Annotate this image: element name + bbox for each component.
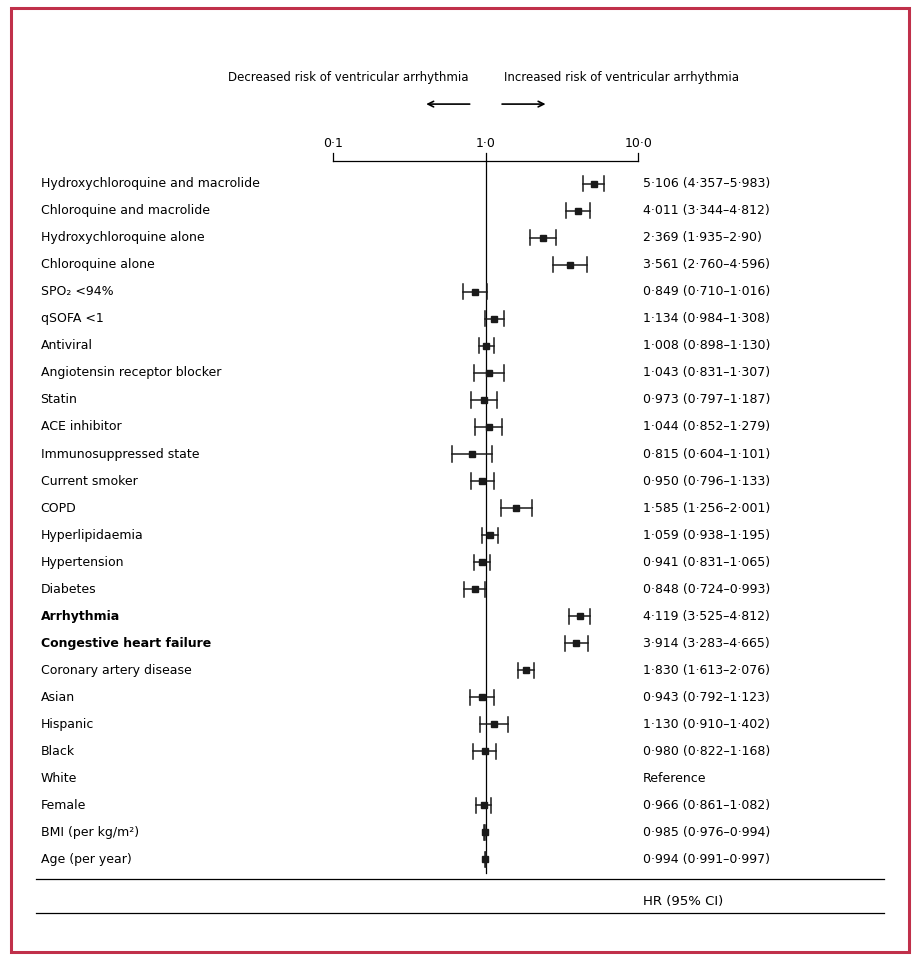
- Text: BMI (per kg/m²): BMI (per kg/m²): [40, 826, 139, 839]
- Text: 0·994 (0·991–0·997): 0·994 (0·991–0·997): [642, 852, 769, 866]
- Text: 5·106 (4·357–5·983): 5·106 (4·357–5·983): [642, 178, 769, 190]
- Text: 2·369 (1·935–2·90): 2·369 (1·935–2·90): [642, 231, 761, 245]
- Text: 0·973 (0·797–1·187): 0·973 (0·797–1·187): [642, 394, 769, 406]
- Text: 0·966 (0·861–1·082): 0·966 (0·861–1·082): [642, 799, 769, 812]
- Text: 0·849 (0·710–1·016): 0·849 (0·710–1·016): [642, 285, 769, 299]
- Text: 1·044 (0·852–1·279): 1·044 (0·852–1·279): [642, 420, 769, 434]
- Text: 10·0: 10·0: [624, 137, 652, 150]
- Text: Diabetes: Diabetes: [40, 583, 96, 595]
- Text: Increased risk of ventricular arrhythmia: Increased risk of ventricular arrhythmia: [504, 71, 738, 84]
- Text: Congestive heart failure: Congestive heart failure: [40, 636, 210, 650]
- Text: 1·830 (1·613–2·076): 1·830 (1·613–2·076): [642, 663, 769, 677]
- Text: 0·848 (0·724–0·993): 0·848 (0·724–0·993): [642, 583, 769, 595]
- Text: Decreased risk of ventricular arrhythmia: Decreased risk of ventricular arrhythmia: [227, 71, 468, 84]
- Text: 4·119 (3·525–4·812): 4·119 (3·525–4·812): [642, 610, 769, 623]
- Text: 3·561 (2·760–4·596): 3·561 (2·760–4·596): [642, 258, 769, 272]
- Text: 0·943 (0·792–1·123): 0·943 (0·792–1·123): [642, 690, 769, 704]
- Text: White: White: [40, 772, 77, 784]
- Text: Reference: Reference: [642, 772, 706, 784]
- Text: Chloroquine alone: Chloroquine alone: [40, 258, 154, 272]
- Text: Coronary artery disease: Coronary artery disease: [40, 663, 191, 677]
- Text: 1·059 (0·938–1·195): 1·059 (0·938–1·195): [642, 529, 769, 541]
- Text: 0·980 (0·822–1·168): 0·980 (0·822–1·168): [642, 745, 769, 757]
- Text: Age (per year): Age (per year): [40, 852, 131, 866]
- Text: Hispanic: Hispanic: [40, 718, 94, 731]
- Text: Hyperlipidaemia: Hyperlipidaemia: [40, 529, 143, 541]
- Text: 0·985 (0·976–0·994): 0·985 (0·976–0·994): [642, 826, 769, 839]
- Text: 0·941 (0·831–1·065): 0·941 (0·831–1·065): [642, 556, 769, 568]
- Text: Statin: Statin: [40, 394, 77, 406]
- Text: Hydroxychloroquine alone: Hydroxychloroquine alone: [40, 231, 204, 245]
- Text: 0·1: 0·1: [323, 137, 343, 150]
- Text: Female: Female: [40, 799, 85, 812]
- Text: COPD: COPD: [40, 501, 76, 515]
- Text: 1·130 (0·910–1·402): 1·130 (0·910–1·402): [642, 718, 769, 731]
- Text: 1·0: 1·0: [475, 137, 495, 150]
- Text: HR (95% CI): HR (95% CI): [642, 895, 722, 908]
- Text: qSOFA <1: qSOFA <1: [40, 312, 103, 325]
- Text: 1·585 (1·256–2·001): 1·585 (1·256–2·001): [642, 501, 769, 515]
- Text: Antiviral: Antiviral: [40, 340, 93, 352]
- Text: Hypertension: Hypertension: [40, 556, 124, 568]
- Text: Asian: Asian: [40, 690, 74, 704]
- Text: Angiotensin receptor blocker: Angiotensin receptor blocker: [40, 367, 221, 379]
- Text: ACE inhibitor: ACE inhibitor: [40, 420, 121, 434]
- Text: Immunosuppressed state: Immunosuppressed state: [40, 447, 199, 461]
- Text: Black: Black: [40, 745, 74, 757]
- Text: 4·011 (3·344–4·812): 4·011 (3·344–4·812): [642, 204, 769, 217]
- Text: 1·043 (0·831–1·307): 1·043 (0·831–1·307): [642, 367, 769, 379]
- Text: Arrhythmia: Arrhythmia: [40, 610, 119, 623]
- Text: Chloroquine and macrolide: Chloroquine and macrolide: [40, 204, 210, 217]
- Text: Current smoker: Current smoker: [40, 474, 137, 488]
- Text: 0·815 (0·604–1·101): 0·815 (0·604–1·101): [642, 447, 769, 461]
- Text: 3·914 (3·283–4·665): 3·914 (3·283–4·665): [642, 636, 769, 650]
- Text: 1·134 (0·984–1·308): 1·134 (0·984–1·308): [642, 312, 769, 325]
- Text: SPO₂ <94%: SPO₂ <94%: [40, 285, 113, 299]
- Text: 0·950 (0·796–1·133): 0·950 (0·796–1·133): [642, 474, 769, 488]
- Text: 1·008 (0·898–1·130): 1·008 (0·898–1·130): [642, 340, 769, 352]
- Text: Hydroxychloroquine and macrolide: Hydroxychloroquine and macrolide: [40, 178, 259, 190]
